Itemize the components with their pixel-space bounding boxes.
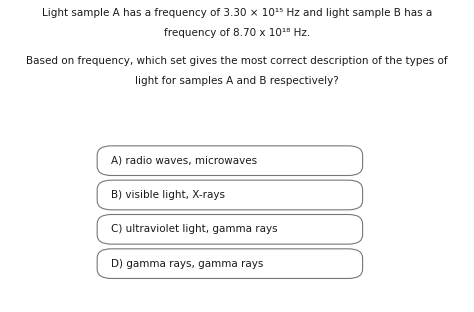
Text: frequency of 8.70 x 10¹⁸ Hz.: frequency of 8.70 x 10¹⁸ Hz.	[164, 28, 310, 38]
Text: D) gamma rays, gamma rays: D) gamma rays, gamma rays	[111, 259, 264, 269]
FancyBboxPatch shape	[97, 180, 363, 210]
Text: A) radio waves, microwaves: A) radio waves, microwaves	[111, 156, 257, 166]
Text: Based on frequency, which set gives the most correct description of the types of: Based on frequency, which set gives the …	[26, 56, 448, 66]
Text: B) visible light, X-rays: B) visible light, X-rays	[111, 190, 226, 200]
FancyBboxPatch shape	[97, 146, 363, 175]
FancyBboxPatch shape	[97, 215, 363, 244]
Text: Light sample A has a frequency of 3.30 × 10¹⁵ Hz and light sample B has a: Light sample A has a frequency of 3.30 ×…	[42, 8, 432, 18]
FancyBboxPatch shape	[97, 249, 363, 279]
Text: C) ultraviolet light, gamma rays: C) ultraviolet light, gamma rays	[111, 224, 278, 234]
Text: light for samples A and B respectively?: light for samples A and B respectively?	[135, 76, 339, 86]
